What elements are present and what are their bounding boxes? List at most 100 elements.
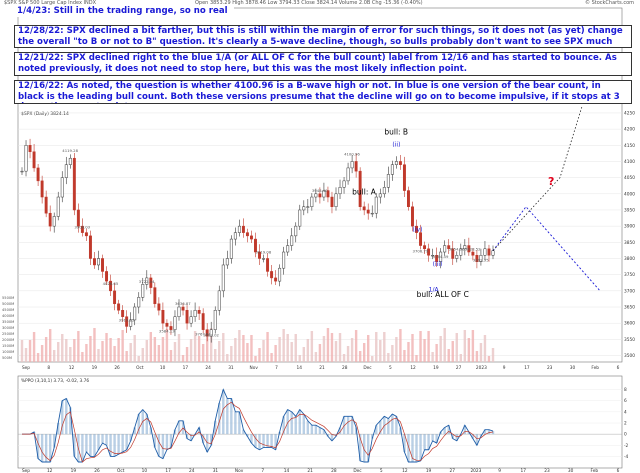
- candle-body: [229, 238, 233, 259]
- volume-bar: [274, 345, 277, 362]
- note-1-23: 1/4/23: Still in the trading range, so n…: [14, 6, 234, 17]
- candle-body: [439, 251, 443, 262]
- x-tick-label: 28: [342, 365, 348, 371]
- volume-bar: [358, 351, 362, 362]
- y-tick-label: 4200: [624, 127, 635, 133]
- indicator-x-tick: Feb: [591, 468, 599, 473]
- y-tick-label: 3950: [624, 207, 635, 213]
- histogram-bar: [467, 431, 471, 435]
- histogram-bar: [415, 434, 418, 462]
- x-tick-label: 17: [524, 365, 530, 371]
- volume-bar: [52, 350, 56, 362]
- histogram-bar: [483, 429, 487, 435]
- volume-bar: [278, 337, 281, 362]
- volume-bar: [157, 345, 161, 362]
- price-label: 4119.28: [62, 148, 78, 153]
- ppo-line: [22, 388, 494, 463]
- histogram-bar: [137, 414, 140, 435]
- volume-bar: [149, 332, 153, 362]
- candle-body: [362, 206, 366, 211]
- histogram-bar: [57, 423, 60, 435]
- indicator-x-tick: 28: [331, 468, 337, 473]
- candle-body: [398, 161, 402, 165]
- candle-body: [459, 248, 463, 256]
- volume-bar: [314, 352, 318, 362]
- indicator-x-tick: 14: [284, 468, 290, 473]
- volume-bar: [189, 339, 193, 362]
- indicator-x-tick: 12: [47, 468, 53, 473]
- volume-bar: [254, 356, 257, 362]
- candle-body: [40, 180, 44, 198]
- histogram-bar: [427, 434, 430, 450]
- histogram-bar: [113, 434, 116, 457]
- note-date: 12/28/22:: [18, 26, 64, 36]
- histogram-bar: [463, 425, 467, 435]
- volume-bar: [20, 340, 24, 362]
- histogram-bar: [61, 400, 64, 435]
- histogram-bar: [218, 402, 221, 435]
- histogram-bar: [205, 434, 209, 452]
- candle-body: [165, 322, 169, 327]
- candle-body: [20, 170, 24, 173]
- indicator-x-tick: Dec: [353, 468, 362, 473]
- volume-bar: [423, 339, 426, 362]
- candle-body: [294, 225, 298, 237]
- volume-bar: [342, 354, 346, 362]
- volume-bar: [447, 349, 450, 362]
- histogram-bar: [330, 434, 334, 441]
- volume-bar: [69, 347, 72, 362]
- volume-bar: [222, 333, 225, 362]
- x-tick-label: 24: [205, 365, 211, 371]
- histogram-bar: [214, 420, 217, 435]
- candle-body: [334, 193, 338, 207]
- volume-bar: [439, 336, 442, 362]
- histogram-bar: [169, 434, 173, 448]
- volume-tick-label: 500M: [2, 356, 12, 360]
- candle-body: [68, 157, 72, 165]
- volume-bar: [286, 334, 289, 362]
- histogram-bar: [177, 420, 181, 435]
- candle-body: [88, 235, 92, 259]
- candle-body: [342, 180, 346, 188]
- volume-bar: [463, 330, 467, 362]
- y-tick-label: 3500: [624, 353, 635, 359]
- candle-body: [177, 306, 181, 317]
- histogram-bar: [97, 434, 100, 450]
- volume-bar: [354, 330, 358, 362]
- candle-body: [435, 255, 439, 262]
- candle-body: [185, 309, 189, 324]
- price-label: 3828.52: [465, 246, 481, 251]
- volume-bar: [451, 341, 454, 362]
- x-tick-label: 2023: [476, 365, 487, 371]
- y-tick-label: 4050: [624, 175, 635, 181]
- histogram-bar: [266, 434, 269, 448]
- indicator-x-tick: Sep: [22, 468, 30, 473]
- candle-body: [217, 290, 221, 311]
- histogram-bar: [387, 418, 390, 435]
- indicator-x-tick: 7: [261, 468, 264, 473]
- indicator-x-tick: Oct: [117, 468, 125, 473]
- candle-body: [245, 232, 249, 237]
- volume-bar: [427, 331, 430, 362]
- histogram-bar: [326, 434, 330, 437]
- volume-tick-label: 5000M: [2, 302, 14, 306]
- candle-body: [137, 297, 141, 308]
- candle-body: [479, 255, 483, 262]
- volume-bar: [403, 350, 406, 362]
- histogram-bar: [379, 420, 382, 435]
- volume-bar: [129, 343, 132, 362]
- candle-body: [237, 225, 241, 233]
- price-label: 3854.96: [449, 246, 465, 251]
- candle-body: [402, 164, 406, 191]
- indicator-y-tick: 0: [624, 432, 627, 438]
- histogram-bar: [346, 416, 350, 435]
- volume-tick-label: 4500M: [2, 308, 14, 312]
- volume-bar: [479, 343, 483, 362]
- histogram-bar: [125, 434, 128, 450]
- volume-bar: [270, 353, 273, 362]
- candle-body: [451, 248, 455, 259]
- volume-bar: [290, 342, 293, 362]
- volume-bar: [266, 332, 269, 362]
- volume-bar: [431, 352, 434, 362]
- volume-bar: [161, 337, 165, 362]
